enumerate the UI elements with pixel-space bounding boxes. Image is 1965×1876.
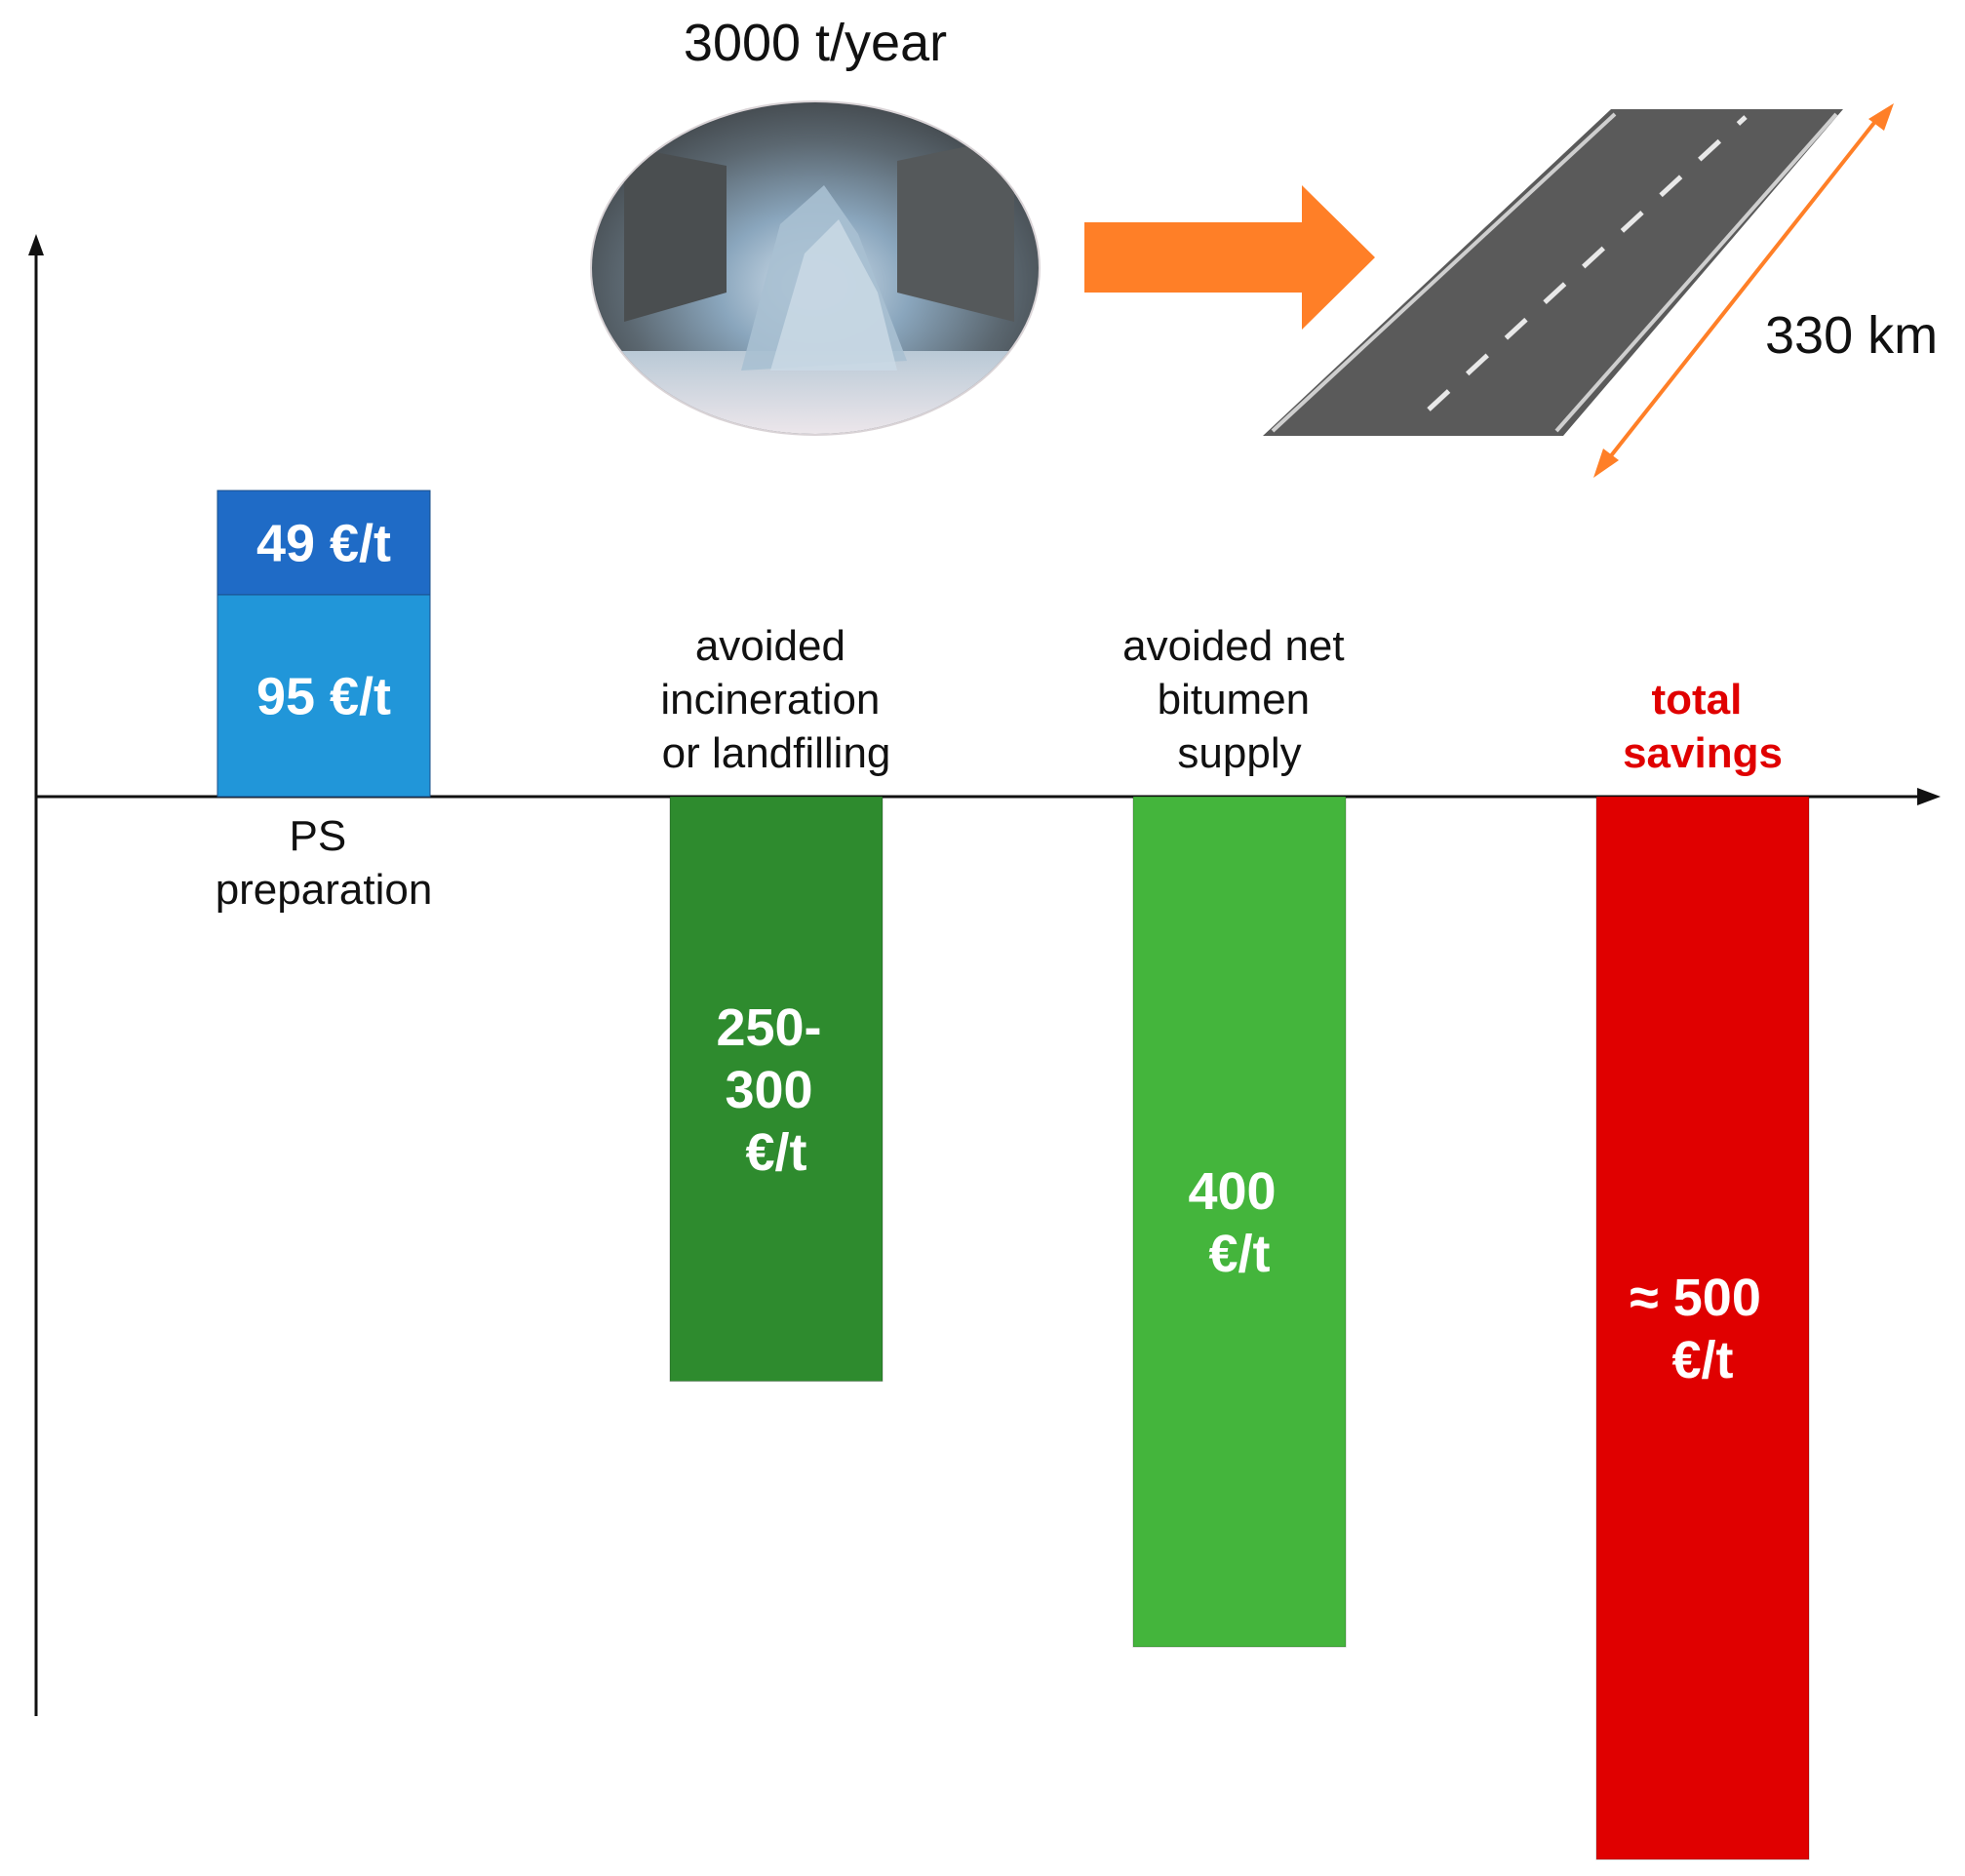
bar-group-avoided-bitumen: 400 €/t avoided net bitumen supply xyxy=(1122,622,1356,1648)
bar-segment-95 xyxy=(216,594,431,798)
flow-arrow xyxy=(1084,185,1375,330)
road-illustration xyxy=(1263,109,1843,436)
bar-avoided-incineration xyxy=(669,796,884,1382)
y-axis-arrowhead xyxy=(28,234,44,255)
category-label: PS preparation xyxy=(216,812,433,914)
bar-value-label: 95 €/t xyxy=(256,667,391,725)
waste-photo-illustration xyxy=(590,100,1041,436)
bar-value-label: ≈ 500 €/t xyxy=(1630,1269,1776,1389)
category-label: total savings xyxy=(1623,676,1783,777)
bar-group-ps-preparation: 95 €/t 49 €/t PS preparation xyxy=(216,489,433,914)
bar-group-total-savings: ≈ 500 €/t total savings xyxy=(1595,676,1810,1860)
bar-value-label: 49 €/t xyxy=(256,514,391,572)
bar-group-avoided-incineration: 250- 300 €/t avoided incineration or lan… xyxy=(660,622,891,1382)
bar-value-label: 250- 300 €/t xyxy=(716,998,836,1182)
x-axis-arrowhead xyxy=(1917,788,1941,805)
bar-avoided-bitumen xyxy=(1132,796,1347,1648)
distance-label: 330 km xyxy=(1765,306,1938,365)
category-label: avoided net bitumen supply xyxy=(1122,622,1356,777)
throughput-label: 3000 t/year xyxy=(684,14,947,72)
category-label: avoided incineration or landfilling xyxy=(660,622,891,777)
bar-segment-49 xyxy=(216,489,431,596)
bar-value-label: 400 €/t xyxy=(1188,1162,1290,1283)
bar-total-savings xyxy=(1595,796,1810,1860)
distance-arrow xyxy=(1593,103,1894,478)
